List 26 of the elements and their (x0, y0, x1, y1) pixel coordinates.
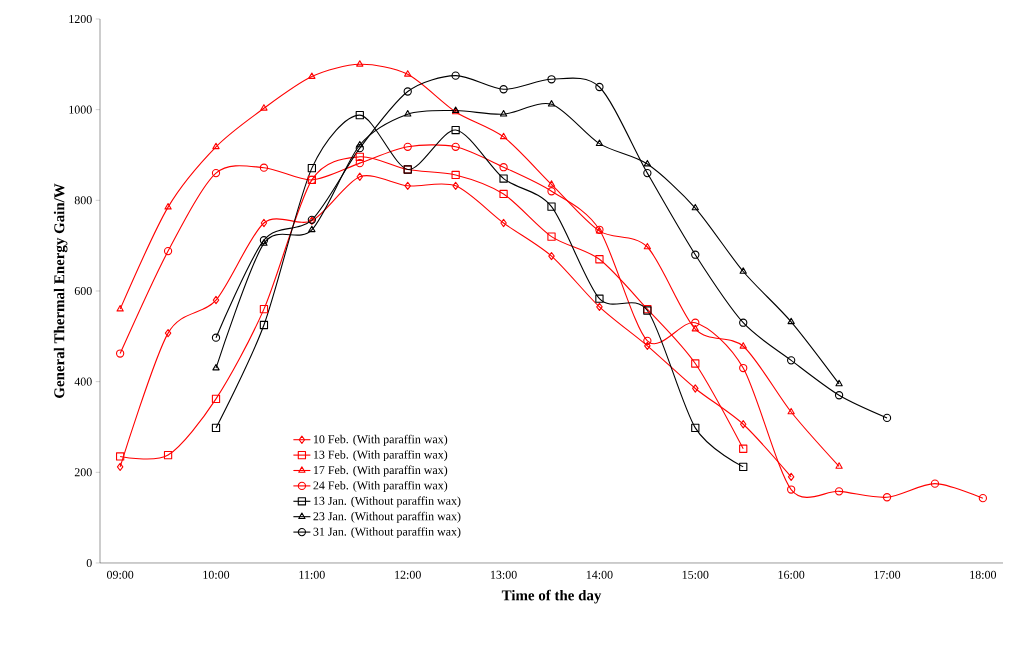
y-tick-label: 0 (86, 558, 92, 568)
x-tick-label: 16:00 (778, 570, 805, 579)
legend-label: 31 Jan. (Without paraffin wax) (313, 527, 461, 539)
x-tick-label: 12:00 (395, 570, 421, 579)
x-tick-label: 14:00 (586, 570, 613, 579)
y-tick-label: 200 (74, 468, 92, 477)
legend-label: 13 Feb. (With paraffin wax) (313, 450, 448, 462)
y-tick-label: 400 (74, 377, 92, 386)
legend-label: 24 Feb. (With paraffin wax) (313, 480, 448, 492)
x-tick-label: 17:00 (874, 570, 901, 579)
x-tick-label: 18:00 (970, 570, 997, 579)
x-tick-label: 09:00 (106, 570, 134, 579)
x-tick-label: 11:00 (299, 570, 325, 579)
legend-label: 13 Jan. (Without paraffin wax) (313, 496, 461, 508)
y-axis-title: General Thermal Energy Gain/W (53, 183, 68, 398)
y-tick-label: 1200 (69, 14, 92, 24)
x-tick-label: 13:00 (491, 570, 517, 579)
x-tick-label: 15:00 (682, 570, 709, 579)
x-tick-label: 10:00 (203, 570, 230, 579)
x-axis-title: Time of the day (501, 589, 602, 604)
legend-label: 10 Feb. (With paraffin wax) (313, 434, 448, 446)
legend-label: 23 Jan. (Without paraffin wax) (313, 511, 461, 523)
y-tick-label: 800 (74, 196, 92, 205)
legend-label: 17 Feb. (With paraffin wax) (313, 465, 448, 477)
y-tick-label: 1000 (69, 105, 92, 114)
y-tick-label: 600 (74, 286, 92, 296)
